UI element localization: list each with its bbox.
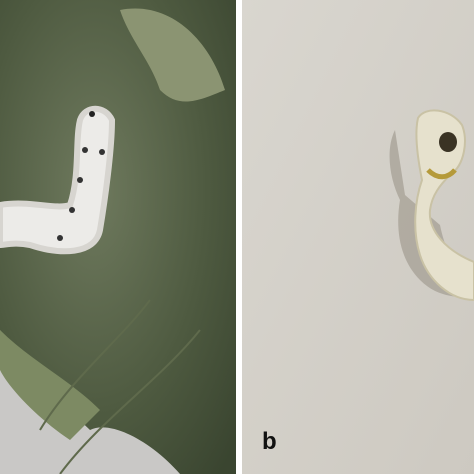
- spot: [82, 147, 88, 153]
- panel-b: b: [242, 0, 474, 474]
- caterpillar: [0, 105, 116, 255]
- leaf-fold: [120, 8, 225, 102]
- spot: [57, 235, 63, 241]
- divider: [236, 0, 242, 474]
- spot: [89, 111, 95, 117]
- caterpillar-body: [0, 105, 116, 255]
- panel-a: [0, 0, 236, 474]
- leaf-edge: [0, 330, 100, 440]
- larva-head: [439, 132, 457, 152]
- shadow: [389, 130, 474, 300]
- panel-label: b: [262, 428, 277, 455]
- larva-body: [414, 109, 474, 302]
- larva: [414, 109, 474, 302]
- spot: [77, 177, 83, 183]
- leaf-vein: [39, 299, 201, 474]
- spot: [69, 207, 75, 213]
- larva-band: [426, 168, 457, 180]
- spot: [99, 149, 105, 155]
